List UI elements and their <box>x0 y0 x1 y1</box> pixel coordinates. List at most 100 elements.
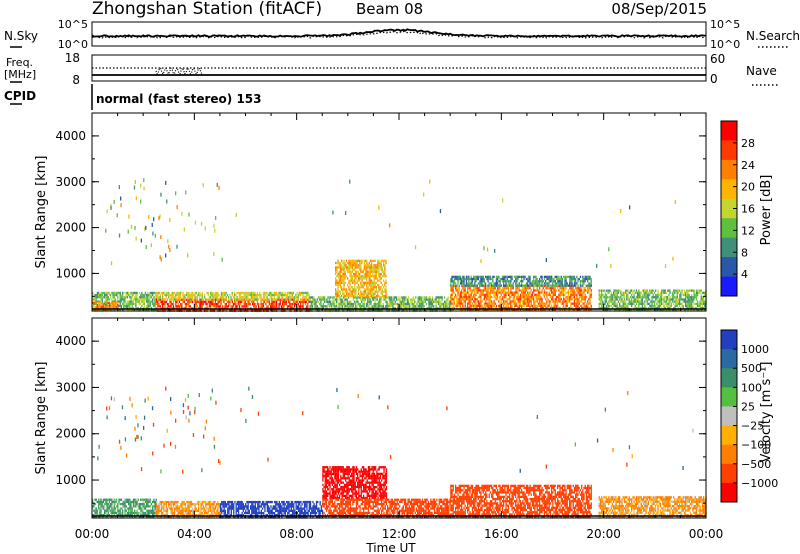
data-cell <box>488 293 490 296</box>
data-cell <box>688 298 690 301</box>
data-cell <box>529 295 531 299</box>
data-cell <box>623 298 626 301</box>
data-cell <box>360 264 362 267</box>
data-cell <box>110 261 113 266</box>
data-cell <box>391 298 393 301</box>
data-cell <box>552 284 554 287</box>
data-cell <box>570 293 572 296</box>
data-cell <box>509 275 511 278</box>
data-cell <box>360 259 362 262</box>
data-cell <box>503 282 505 285</box>
data-cell <box>100 514 102 517</box>
data-cell <box>361 286 363 289</box>
station-title: Zhongshan Station (fitACF) <box>92 0 322 19</box>
data-cell <box>358 305 360 308</box>
data-cell <box>309 296 311 299</box>
data-cell <box>450 280 452 283</box>
data-cell <box>443 300 446 303</box>
data-cell <box>105 301 107 305</box>
data-cell <box>375 286 378 289</box>
data-cell <box>353 290 355 293</box>
data-cell <box>180 293 182 297</box>
data-cell <box>650 291 652 294</box>
data-cell <box>640 296 642 299</box>
data-cell <box>686 291 688 294</box>
data-cell <box>344 275 346 278</box>
data-cell <box>569 306 571 310</box>
data-cell <box>605 296 608 299</box>
data-cell <box>528 293 530 296</box>
data-cell <box>547 284 549 287</box>
data-cell <box>598 298 600 301</box>
data-cell <box>434 298 436 301</box>
data-cell <box>422 305 424 308</box>
data-cell <box>474 282 476 285</box>
data-cell <box>117 505 119 508</box>
data-cell <box>353 275 355 278</box>
data-cell <box>201 296 203 299</box>
data-cell <box>575 284 577 287</box>
data-cell <box>569 300 571 303</box>
data-cell <box>634 298 636 301</box>
data-cell <box>698 304 700 308</box>
data-cell <box>102 498 105 501</box>
data-cell <box>122 500 124 504</box>
data-cell <box>563 291 565 294</box>
data-cell <box>108 509 111 512</box>
data-cell <box>272 305 274 308</box>
data-cell <box>510 284 512 287</box>
data-cell <box>522 289 524 292</box>
data-cell <box>178 305 181 308</box>
data-cell <box>316 300 318 303</box>
data-cell <box>506 309 508 312</box>
data-cell <box>693 289 695 292</box>
data-cell <box>384 275 386 278</box>
data-cell <box>366 286 368 289</box>
data-cell <box>348 292 350 295</box>
data-cell <box>260 293 262 297</box>
data-cell <box>104 302 106 305</box>
data-cell <box>467 275 469 278</box>
data-cell <box>120 293 123 297</box>
data-cell <box>649 298 651 301</box>
data-cell <box>455 304 457 307</box>
data-cell <box>587 300 589 303</box>
data-cell <box>487 302 489 305</box>
data-cell <box>558 295 560 299</box>
data-cell <box>622 296 624 299</box>
data-cell <box>518 300 520 303</box>
data-cell <box>473 287 475 290</box>
data-cell <box>575 291 577 294</box>
data-cell <box>126 514 129 517</box>
data-cell <box>529 280 531 283</box>
data-cell <box>122 296 124 299</box>
data-cell <box>680 291 682 294</box>
data-cell <box>535 275 537 278</box>
data-cell <box>384 281 386 284</box>
data-cell <box>494 293 496 296</box>
data-cell <box>567 300 570 303</box>
data-cell <box>521 277 523 281</box>
data-cell <box>156 296 158 299</box>
data-cell <box>506 287 508 290</box>
data-cell <box>461 300 463 303</box>
data-cell <box>344 302 346 306</box>
data-cell <box>101 298 103 301</box>
data-cell <box>361 261 363 265</box>
data-cell <box>551 291 553 294</box>
data-cell <box>335 277 337 280</box>
data-cell <box>581 287 583 290</box>
data-cell <box>289 303 291 306</box>
sparse-echoes <box>105 178 676 268</box>
data-cell <box>613 304 615 308</box>
data-cell <box>367 286 369 289</box>
data-cell <box>355 259 357 262</box>
data-cell <box>616 291 618 294</box>
data-cell <box>669 304 671 308</box>
data-cell <box>464 306 466 310</box>
data-cell <box>573 302 576 305</box>
data-cell <box>547 282 549 285</box>
data-cell <box>129 293 131 297</box>
data-cell <box>465 275 468 278</box>
data-cell <box>412 296 414 299</box>
